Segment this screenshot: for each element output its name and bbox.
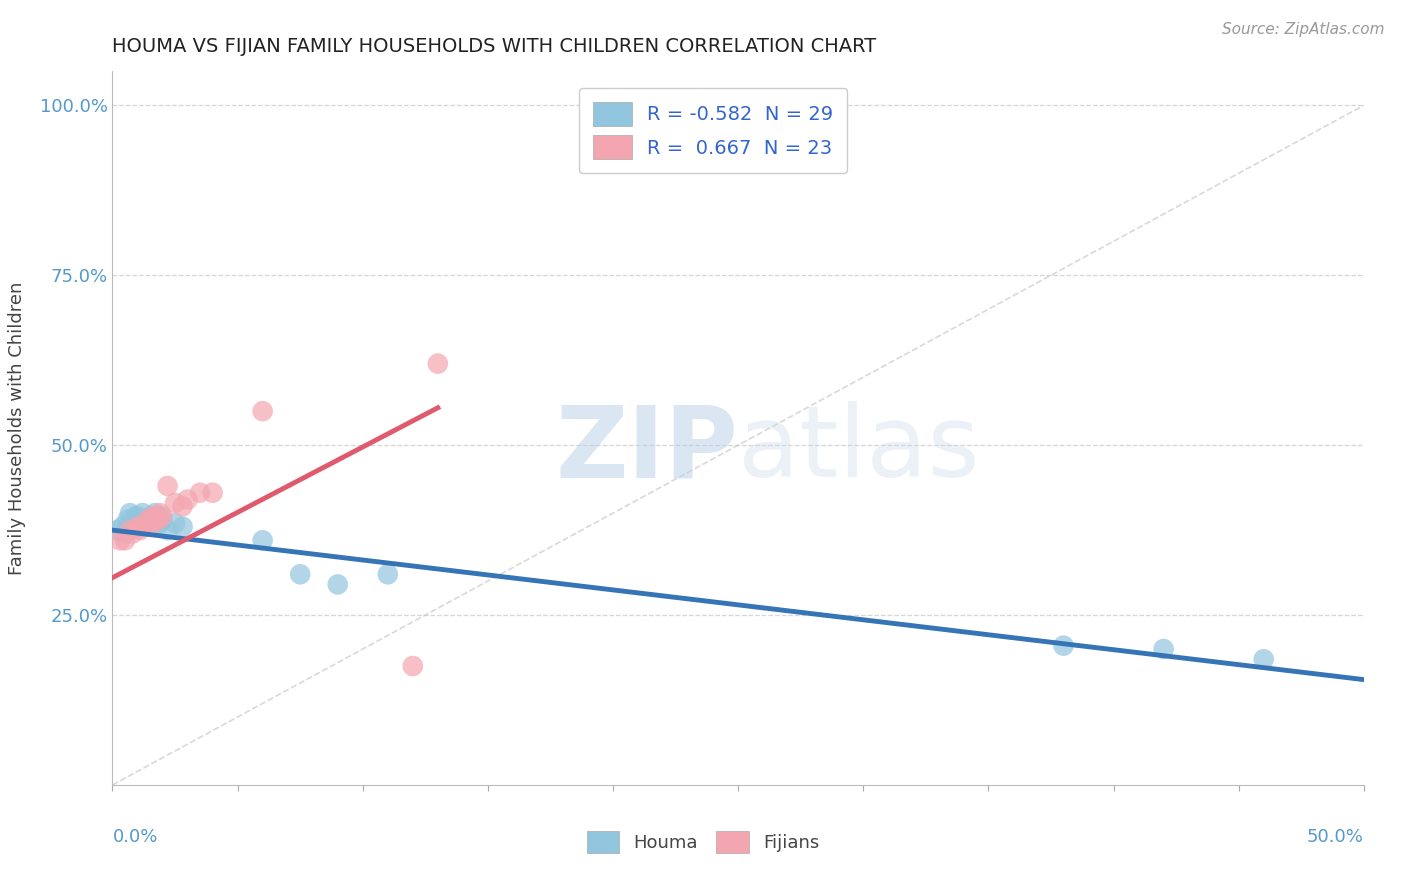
Point — [156, 479, 179, 493]
Point — [1153, 642, 1175, 657]
Point — [121, 526, 143, 541]
Point — [134, 516, 156, 531]
Point — [402, 659, 425, 673]
Point — [127, 519, 149, 533]
Point — [252, 533, 274, 548]
Point — [426, 357, 449, 371]
Point — [176, 492, 198, 507]
Point — [172, 500, 194, 514]
Point — [107, 523, 129, 537]
Point — [136, 513, 159, 527]
Point — [156, 523, 179, 537]
Y-axis label: Family Households with Children: Family Households with Children — [7, 282, 25, 574]
Point — [127, 509, 149, 524]
Point — [377, 567, 399, 582]
Point — [117, 513, 139, 527]
Point — [139, 509, 162, 524]
Text: 50.0%: 50.0% — [1308, 828, 1364, 846]
Point — [146, 513, 169, 527]
Point — [141, 516, 163, 531]
Point — [163, 496, 186, 510]
Point — [143, 506, 166, 520]
Point — [188, 485, 211, 500]
Point — [146, 509, 169, 524]
Point — [121, 516, 143, 531]
Point — [149, 506, 172, 520]
Text: Source: ZipAtlas.com: Source: ZipAtlas.com — [1222, 22, 1385, 37]
Point — [252, 404, 274, 418]
Point — [129, 523, 152, 537]
Point — [111, 519, 134, 533]
Text: HOUMA VS FIJIAN FAMILY HOUSEHOLDS WITH CHILDREN CORRELATION CHART: HOUMA VS FIJIAN FAMILY HOUSEHOLDS WITH C… — [112, 37, 877, 56]
Point — [201, 485, 224, 500]
Point — [290, 567, 312, 582]
Point — [127, 519, 149, 533]
Point — [326, 577, 349, 591]
Point — [143, 513, 166, 527]
Point — [136, 513, 159, 527]
Point — [131, 506, 153, 520]
Text: ZIP: ZIP — [555, 401, 738, 498]
Point — [172, 519, 194, 533]
Point — [149, 516, 172, 531]
Point — [1052, 639, 1074, 653]
Text: atlas: atlas — [738, 401, 980, 498]
Point — [152, 509, 174, 524]
Point — [1253, 652, 1275, 666]
Point — [131, 519, 153, 533]
Point — [114, 526, 136, 541]
Point — [108, 533, 131, 548]
Text: 0.0%: 0.0% — [112, 828, 157, 846]
Point — [118, 506, 141, 520]
Point — [152, 513, 174, 527]
Point — [163, 516, 186, 531]
Point — [139, 519, 162, 533]
Point — [124, 509, 146, 524]
Legend: R = -0.582  N = 29, R =  0.667  N = 23: R = -0.582 N = 29, R = 0.667 N = 23 — [579, 88, 846, 173]
Point — [129, 513, 152, 527]
Point — [141, 509, 163, 524]
Point — [118, 523, 141, 537]
Point — [114, 533, 136, 548]
Legend: Houma, Fijians: Houma, Fijians — [579, 824, 827, 861]
